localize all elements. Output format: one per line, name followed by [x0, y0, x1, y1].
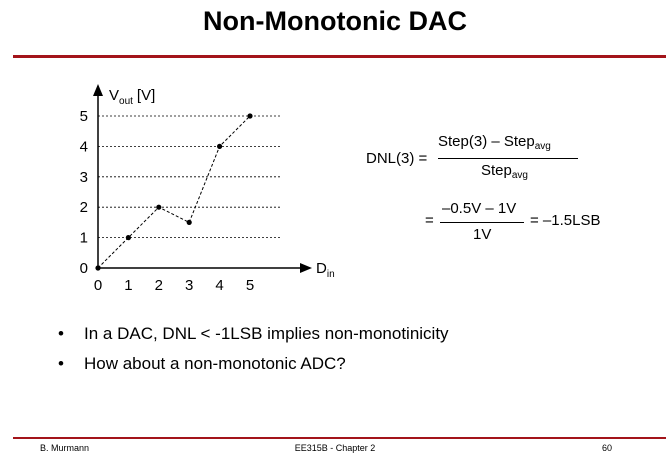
footer-course: EE315B - Chapter 2 [294, 443, 376, 453]
dnl-fraction-1-denominator: Stepavg [481, 162, 528, 181]
data-point [217, 143, 223, 149]
title-divider [13, 55, 666, 58]
y-axis-label-unit: [V] [137, 87, 155, 104]
y-tick-label: 4 [80, 138, 88, 155]
chart-axes [93, 84, 312, 273]
x-tick-label: 2 [155, 277, 163, 294]
dnl-eq2-lead: = [425, 212, 434, 229]
x-tick-label: 1 [124, 277, 132, 294]
footer-author: B. Murmann [40, 443, 90, 453]
x-tick-label: 0 [94, 277, 102, 294]
y-axis-label-sub: out [119, 96, 133, 107]
dnl-fraction-2-numerator: –0.5V – 1V [442, 200, 517, 217]
x-tick-labels: 0 1 2 3 4 5 [94, 277, 254, 294]
footer-divider [13, 437, 666, 439]
x-axis-label-sub: in [327, 269, 335, 280]
bullet-dot-icon: • [58, 324, 64, 343]
y-tick-label: 2 [80, 199, 88, 216]
y-tick-label: 5 [80, 108, 88, 125]
y-axis-arrow [93, 84, 103, 96]
dnl-lhs: DNL(3) = [366, 150, 428, 167]
dnl-fraction-2-bar [440, 222, 524, 223]
x-tick-label: 4 [215, 277, 223, 294]
footer-page-number: 60 [601, 443, 612, 453]
dnl-fraction-1-bar [438, 158, 578, 159]
y-tick-labels: 0 1 2 3 4 5 [80, 108, 88, 277]
dnl-eq2-result: = –1.5LSB [530, 212, 601, 229]
frac1-den-sub: avg [511, 170, 528, 181]
x-axis-label: Din [316, 260, 335, 280]
dnl-fraction-2-denominator: 1V [473, 226, 492, 243]
x-axis-label-main: D [316, 260, 327, 277]
bullet-dot-icon: • [58, 354, 64, 373]
data-point [125, 235, 131, 241]
data-point [247, 113, 253, 119]
frac1-num-sub: avg [534, 141, 551, 152]
x-axis-arrow [300, 263, 312, 273]
frac1-num-main: Step(3) – Step [438, 133, 535, 150]
x-tick-label: 3 [185, 277, 193, 294]
series-points [95, 113, 253, 271]
series-line [97, 115, 251, 269]
data-point [95, 265, 101, 271]
x-tick-label: 5 [246, 277, 254, 294]
y-axis-label: Vout [V] [109, 87, 155, 107]
bullet-text: In a DAC, DNL < -1LSB implies non-monoti… [84, 324, 449, 343]
bullet-text: How about a non-monotonic ADC? [84, 354, 346, 373]
y-axis-label-main: V [109, 87, 119, 104]
y-tick-label: 0 [80, 260, 88, 277]
slide-title: Non-Monotonic DAC [203, 6, 467, 36]
y-tick-label: 1 [80, 230, 88, 247]
data-point [186, 219, 192, 225]
y-tick-label: 3 [80, 169, 88, 186]
frac1-den-main: Step [481, 162, 512, 179]
data-point [156, 204, 162, 210]
grid-lines [98, 115, 282, 239]
dnl-fraction-1-numerator: Step(3) – Stepavg [438, 133, 551, 152]
